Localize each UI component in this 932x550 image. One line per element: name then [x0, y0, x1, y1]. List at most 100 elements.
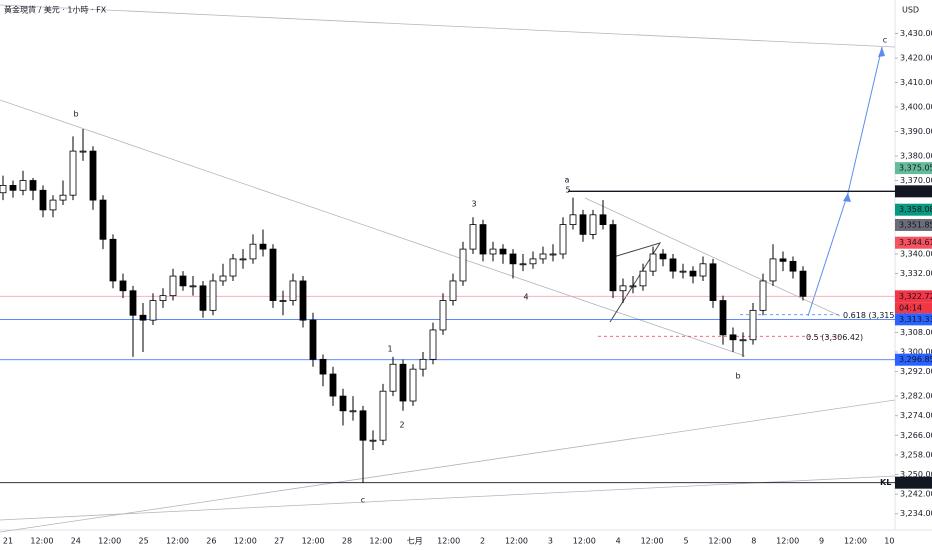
candle-body	[109, 238, 117, 282]
candle-body	[199, 285, 207, 311]
arrow-head	[843, 193, 851, 202]
candle-body	[0, 184, 7, 194]
wave-label: 3	[471, 200, 476, 209]
candle-body	[589, 214, 597, 235]
candle-body	[419, 358, 427, 370]
y-tick-label: 3,300.00	[900, 348, 932, 357]
wave-label: 1	[387, 345, 392, 354]
fib-label: 0.5 (3,306.42)	[806, 333, 863, 342]
price-tag-label: 3,313.33	[899, 315, 932, 324]
candle-body	[209, 280, 217, 311]
candle-body	[739, 339, 747, 342]
x-tick-label: 4	[616, 537, 621, 546]
candle-body	[89, 150, 97, 201]
y-tick-label: 3,258.00	[900, 450, 932, 459]
level-label: KL	[880, 478, 891, 487]
projection-arrow	[807, 46, 883, 317]
candle-body	[239, 258, 247, 261]
candle-body	[669, 258, 677, 272]
price-tag	[895, 162, 932, 175]
candle-body	[629, 285, 637, 288]
candle-body	[659, 253, 667, 260]
candle-body	[709, 263, 717, 301]
candle-body	[19, 180, 27, 191]
candle-body	[159, 295, 167, 301]
candle-body	[339, 395, 347, 412]
candle-body	[319, 358, 327, 375]
y-tick-label: 3,250.00	[900, 470, 932, 479]
countdown: 04:14	[899, 303, 922, 312]
y-tick-label: 3,390.00	[900, 127, 932, 136]
y-tick-label: 3,332.00	[900, 269, 932, 278]
candle-body	[9, 184, 17, 191]
candle-body	[499, 248, 507, 255]
candle-body	[689, 270, 697, 277]
price-tag	[895, 353, 932, 366]
candle-body	[149, 300, 157, 321]
y-tick-label: 3,400.00	[900, 102, 932, 111]
price-tag-label: 3,344.61	[899, 238, 932, 247]
x-tick-label: 25	[139, 537, 149, 546]
price-tag	[895, 218, 932, 231]
x-tick-label: 12:00	[302, 537, 325, 546]
candle-body	[699, 263, 707, 277]
wave-label: c	[361, 496, 365, 505]
candle-body	[729, 334, 737, 341]
candle-body	[259, 243, 267, 250]
x-tick-label: 12:00	[234, 537, 257, 546]
candle-body	[329, 373, 337, 397]
currency: USD	[902, 6, 919, 15]
candle-body	[479, 224, 487, 255]
x-tick-label: 21	[3, 537, 13, 546]
x-tick-label: 12:00	[369, 537, 392, 546]
price-tag-label: 3,322.72	[899, 292, 932, 301]
candle-body	[409, 368, 417, 402]
candle-body	[469, 224, 477, 250]
candle-body	[99, 199, 107, 240]
candle-body	[249, 243, 257, 260]
candle-body	[609, 224, 617, 292]
price-tag	[895, 236, 932, 249]
candle-body	[569, 214, 577, 225]
price-tag-label: 3,351.85	[899, 220, 932, 229]
trend-line	[0, 4, 896, 48]
candle-body	[779, 258, 787, 262]
candle-body	[49, 199, 57, 211]
symbol-title: 黄金現貨 / 美元 · 1小時 · FX	[4, 5, 107, 15]
x-tick-label: 8	[751, 537, 756, 546]
candle-body	[269, 248, 277, 301]
x-tick-label: 12:00	[641, 537, 664, 546]
candle-body	[279, 300, 287, 302]
wave-label: c	[883, 36, 887, 45]
x-tick-label: 12:00	[708, 537, 731, 546]
y-tick-label: 3,340.00	[900, 249, 932, 258]
candle-body	[759, 280, 767, 311]
price-tag	[895, 476, 932, 489]
price-tag	[895, 313, 932, 326]
candle-body	[139, 314, 147, 321]
candle-body	[189, 285, 197, 288]
wave-label: b	[735, 372, 740, 381]
wave-label: b	[73, 110, 78, 119]
x-tick-label: 9	[819, 537, 824, 546]
x-tick-label: 10	[884, 537, 894, 546]
trend-line	[0, 475, 896, 521]
x-tick-label: 12:00	[166, 537, 189, 546]
candle-body	[519, 263, 527, 266]
candle-body	[359, 410, 367, 441]
price-tag	[895, 185, 932, 198]
x-tick-label: 七月	[407, 537, 423, 546]
x-tick-label: 2	[480, 537, 485, 546]
y-tick-label: 3,410.00	[900, 78, 932, 87]
price-tag-label: 3,358.08	[899, 205, 932, 214]
candle-body	[509, 253, 517, 265]
candle-body	[559, 224, 567, 255]
arrow-head	[878, 47, 885, 57]
fib-label: 0.618 (3,315.24)	[843, 311, 910, 320]
candle-body	[619, 285, 627, 292]
candle-body	[59, 194, 67, 201]
candle-body	[459, 248, 467, 282]
wedge	[609, 242, 662, 323]
candle-body	[489, 248, 497, 255]
